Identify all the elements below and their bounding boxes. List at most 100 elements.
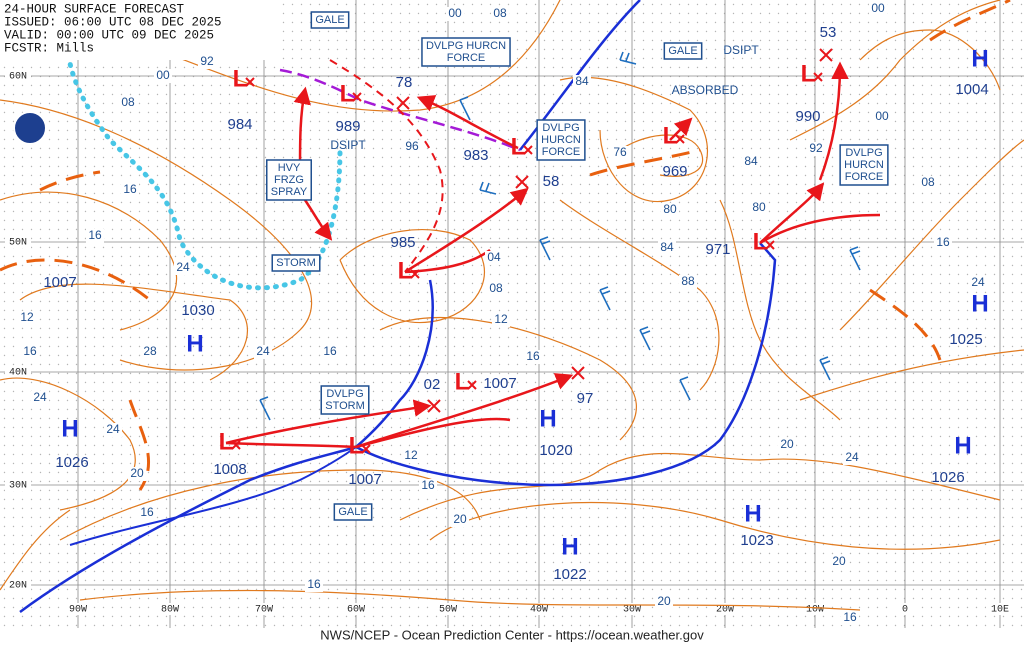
lon-label-box — [156, 603, 184, 615]
lon-label-box — [64, 603, 92, 615]
high-symbol: H — [186, 330, 203, 357]
forecast-pressure: 53 — [820, 24, 837, 41]
note: DSIPT — [330, 138, 366, 152]
ice-edge — [64, 17, 343, 291]
isobar-label: 16 — [421, 478, 435, 492]
isobar-label-box — [321, 345, 339, 359]
forecast-pressure: 97 — [577, 390, 594, 407]
isobar-label-box — [491, 7, 509, 21]
isobar-label: 24 — [971, 275, 985, 289]
wind-barbs — [259, 51, 861, 421]
footer-credit: NWS/NCEP - Ocean Prediction Center - htt… — [320, 627, 704, 642]
center-pressure: 1004 — [955, 81, 988, 98]
warning-text: FORCE — [447, 52, 486, 64]
isobar-label: 20 — [657, 594, 671, 608]
fronts — [19, 0, 881, 614]
isobar-label-box — [778, 438, 796, 452]
forecast-x — [571, 366, 585, 380]
center-pressure: 1022 — [553, 566, 586, 583]
center-pressure: 1007 — [43, 274, 76, 291]
center-pressure: 1030 — [181, 302, 214, 319]
isobar-label: 00 — [871, 1, 885, 15]
center-pressure: 983 — [463, 147, 488, 164]
lon-label: 40W — [530, 605, 548, 616]
isobar-label: 80 — [663, 202, 677, 216]
low-x — [352, 92, 362, 102]
low-x — [523, 145, 533, 155]
high-symbol: H — [971, 45, 988, 72]
isobar-label: 16 — [307, 577, 321, 591]
isobar-label: 08 — [489, 281, 503, 295]
isobar-label: 24 — [845, 450, 859, 464]
isobar-label-box — [18, 311, 36, 325]
isobar-label-box — [446, 7, 464, 21]
header-box — [0, 0, 278, 60]
center-pressure: 985 — [390, 234, 415, 251]
lat-label: 30N — [9, 481, 27, 492]
isobar-label: 76 — [613, 145, 627, 159]
forecast-x — [819, 48, 833, 62]
lat-label: 20N — [9, 581, 27, 592]
note: DSIPT — [723, 43, 759, 57]
low-x — [813, 72, 823, 82]
warning-box — [320, 385, 370, 415]
center-pressure: 969 — [662, 163, 687, 180]
isobar-label-box — [524, 350, 542, 364]
lon-label: 30W — [623, 605, 641, 616]
isobar-label-box — [198, 55, 216, 69]
isobar-label-box — [661, 203, 679, 217]
warning-box — [333, 503, 373, 521]
high-symbol: H — [539, 405, 556, 432]
warning-text: DVLPG — [326, 388, 363, 400]
warning-text: HURCN — [844, 159, 884, 171]
footer-band — [0, 628, 1024, 652]
lon-label-box — [525, 603, 553, 615]
lon-label-box — [250, 603, 278, 615]
isobar-label-box — [919, 176, 937, 190]
lon-label-box — [618, 603, 646, 615]
isobar-label-box — [402, 449, 420, 463]
isobar-label-box — [419, 479, 437, 493]
isobar-label-box — [573, 75, 591, 89]
isobar-label-box — [611, 146, 629, 160]
isobar-label-box — [21, 345, 39, 359]
isobar-label-box — [658, 241, 676, 255]
warning-box — [421, 37, 511, 67]
high-symbol: H — [61, 415, 78, 442]
forecast-pressure: 58 — [543, 173, 560, 190]
isobar-label-box — [121, 183, 139, 197]
isobar-label: 20 — [832, 554, 846, 568]
lat-label-box — [5, 479, 31, 491]
isobar-label-box — [451, 513, 469, 527]
isobar-label: 84 — [660, 240, 674, 254]
isobar-label-box — [843, 451, 861, 465]
map-background — [0, 0, 1024, 628]
isobar-label: 84 — [744, 154, 758, 168]
warning-box — [839, 144, 889, 186]
isobar-label: 12 — [404, 448, 418, 462]
isobar-label: 20 — [453, 512, 467, 526]
lon-label-box — [986, 603, 1014, 615]
lon-label: 10E — [991, 605, 1009, 616]
center-pressure: 984 — [227, 116, 252, 133]
isobar-label-box — [174, 261, 192, 275]
isobar-label: 92 — [200, 54, 214, 68]
isobar-label-box — [742, 155, 760, 169]
isobar-label: 24 — [33, 390, 47, 404]
isobar-label: 80 — [752, 200, 766, 214]
isobar-label-box — [104, 423, 122, 437]
isobar-label: 88 — [681, 274, 695, 288]
high-symbol: H — [744, 500, 761, 527]
center-pressure: 1020 — [539, 442, 572, 459]
isobar-label-box — [31, 391, 49, 405]
warning-box — [536, 119, 586, 161]
lat-label-box — [5, 366, 31, 378]
isobar-label-box — [830, 555, 848, 569]
warning-text: DVLPG HURCN — [426, 40, 506, 52]
low-x — [245, 77, 255, 87]
warning-text: DVLPG — [845, 147, 882, 159]
lon-label: 20W — [716, 605, 734, 616]
lat-label: 50N — [9, 238, 27, 249]
